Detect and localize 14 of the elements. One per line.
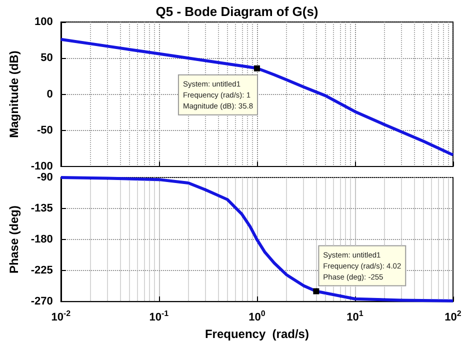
x-axis-title: Frequency (rad/s) — [204, 327, 309, 341]
y-tick-label: 50 — [40, 52, 53, 64]
y-axis-title: Magnitude (dB) — [7, 50, 21, 138]
y-tick-label: -135 — [30, 202, 53, 215]
y-tick-label: -90 — [37, 172, 53, 184]
y-tick-label: -180 — [30, 234, 53, 246]
y-tick-label: -100 — [30, 160, 53, 172]
y-tick-label: 100 — [34, 16, 53, 28]
y-tick-label: -270 — [30, 296, 53, 308]
y-tick-label: -50 — [37, 124, 53, 136]
y-axis-title: Phase (deg) — [7, 206, 21, 274]
chart-title: Q5 - Bode Diagram of G(s) — [156, 4, 318, 19]
y-tick-label: -225 — [30, 264, 53, 277]
y-tick-label: 0 — [46, 88, 53, 100]
